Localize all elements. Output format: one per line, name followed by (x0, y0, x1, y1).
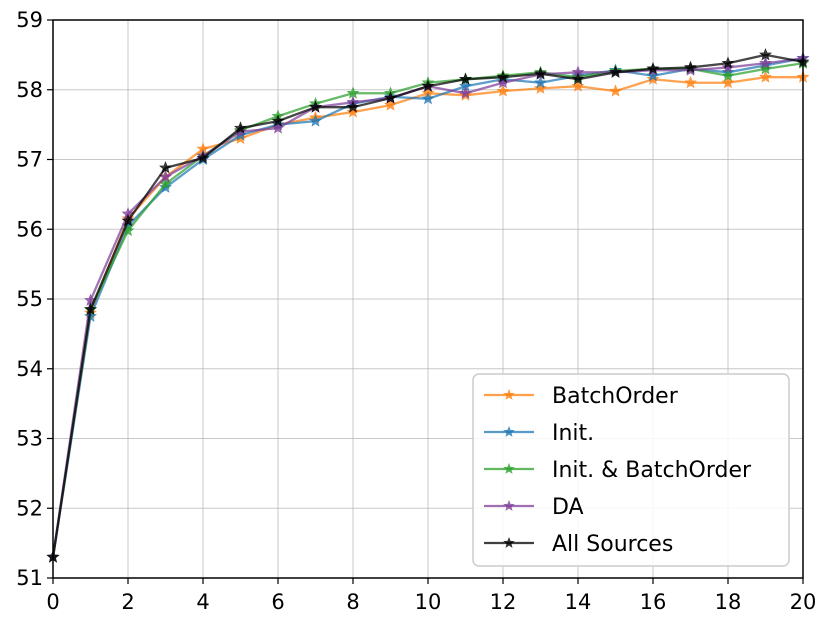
data-point-batchorder (346, 105, 360, 118)
data-point-init (646, 68, 660, 82)
data-point-all-sources (309, 100, 322, 113)
data-point-all-sources (459, 72, 472, 85)
data-point-batchorder (571, 79, 585, 92)
data-point-all-sources (234, 121, 247, 134)
legend-item-batchorder: BatchOrder (484, 384, 679, 409)
legend-box (472, 373, 790, 567)
legend: BatchOrder Init. Init. & BatchOrder DA All S… (472, 373, 790, 567)
y-tick-label: 57 (16, 148, 43, 172)
data-point-all-sources (196, 151, 210, 164)
y-tick-label: 55 (16, 287, 43, 311)
y-tick-label: 58 (16, 78, 43, 102)
legend-swatch-marker (503, 426, 515, 437)
data-point-batchorder (609, 84, 622, 97)
x-tick-label: 0 (46, 590, 59, 614)
data-point-all-sources (571, 72, 585, 85)
data-point-all-sources (646, 62, 660, 75)
legend-label: DA (552, 495, 584, 520)
axis-ticks: 0 2 4 6 8 10 12 14 16 18 20 51 52 53 54 55 56 57 58 59 (16, 8, 816, 614)
legend-label: Init. & BatchOrder (552, 458, 752, 483)
y-tick-label: 51 (16, 566, 43, 590)
y-tick-label: 53 (16, 427, 43, 451)
data-point-da (496, 75, 510, 89)
x-tick-label: 10 (415, 590, 442, 614)
data-point-all-sources (271, 114, 285, 127)
data-point-all-sources (384, 91, 397, 104)
x-tick-label: 6 (271, 590, 284, 614)
x-tick-label: 16 (640, 590, 667, 614)
y-tick-label: 59 (16, 8, 43, 32)
data-point-batchorder (684, 75, 697, 89)
legend-label: All Sources (552, 532, 673, 557)
x-tick-label: 14 (565, 590, 592, 614)
data-point-batchorder (496, 84, 510, 97)
data-point-all-sources (346, 100, 360, 113)
data-point-all-sources (121, 214, 135, 227)
legend-swatch-marker (503, 537, 515, 548)
legend-label: Init. (552, 421, 594, 446)
legend-swatch-marker (503, 389, 515, 400)
data-point-init-batchorder (721, 68, 735, 82)
data-point-init (534, 75, 547, 89)
data-point-da (459, 86, 472, 99)
x-tick-label: 8 (346, 590, 359, 614)
data-point-all-sources (759, 48, 772, 61)
data-point-all-sources (496, 70, 510, 83)
legend-item-da: DA (484, 495, 584, 520)
data-point-init (421, 92, 435, 105)
x-tick-label: 4 (196, 590, 209, 614)
y-tick-label: 52 (16, 496, 43, 520)
data-point-all-sources (721, 56, 735, 69)
legend-swatch-marker (503, 463, 515, 474)
data-point-batchorder (384, 98, 397, 111)
data-point-all-sources (609, 65, 622, 78)
data-point-all-sources (534, 66, 547, 80)
data-point-da (721, 60, 735, 73)
legend-swatch-marker (503, 500, 515, 511)
y-tick-label: 54 (16, 357, 43, 381)
data-point-da (759, 56, 772, 69)
data-point-batchorder (534, 81, 547, 94)
data-point-all-sources (421, 79, 435, 92)
data-point-da (271, 121, 285, 134)
data-point-batchorder (759, 70, 772, 83)
legend-label: BatchOrder (552, 384, 679, 409)
x-tick-label: 2 (121, 590, 134, 614)
x-tick-label: 20 (790, 590, 817, 614)
data-point-init (309, 114, 322, 127)
data-point-init-batchorder (759, 62, 772, 75)
data-point-all-sources (684, 60, 697, 73)
data-point-all-sources (84, 302, 97, 315)
data-point-all-sources (159, 161, 172, 174)
legend-item-all-sources: All Sources (484, 532, 673, 557)
legend-item-init-batchorder: Init. & BatchOrder (484, 458, 752, 483)
legend-item-init: Init. (484, 421, 594, 446)
data-point-batchorder (721, 75, 735, 89)
x-tick-label: 18 (715, 590, 742, 614)
x-tick-label: 12 (490, 590, 517, 614)
y-tick-label: 56 (16, 217, 43, 241)
